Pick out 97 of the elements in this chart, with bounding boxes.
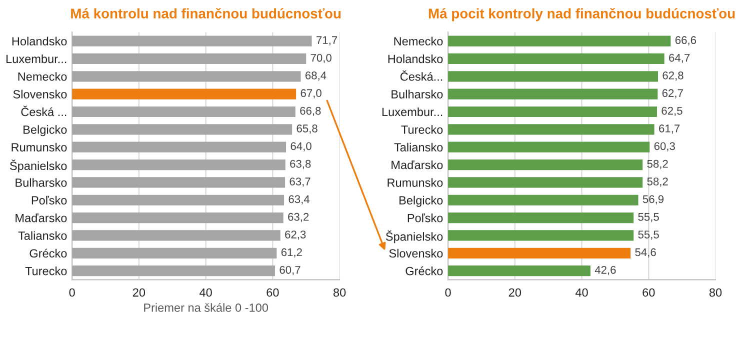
y-tick-label: Poľsko (408, 213, 443, 222)
y-tick-label: Španielsko (10, 160, 67, 172)
bar (72, 177, 286, 188)
y-tick-label: Belgicko (400, 196, 443, 207)
data-label: 56,9 (642, 195, 664, 204)
bar (448, 36, 671, 46)
data-label: 65,8 (296, 124, 318, 134)
bar (448, 266, 590, 276)
data-label: 61,2 (281, 248, 302, 258)
x-tick-label: 40 (575, 288, 588, 297)
data-label: 64,0 (290, 142, 312, 152)
bar (72, 36, 312, 46)
y-tick-label: Maďarsko (16, 213, 67, 222)
y-tick-label: Česká ... (21, 106, 66, 116)
data-label: 58,2 (647, 178, 668, 187)
x-tick-label: 20 (508, 288, 522, 297)
data-label: 55,5 (638, 230, 659, 240)
y-tick-label: Grécko (406, 266, 443, 276)
x-tick-label: 80 (334, 288, 346, 297)
bar (72, 53, 306, 64)
bar (448, 71, 658, 82)
data-label: 66,8 (300, 106, 321, 116)
bar (448, 53, 664, 64)
chart-title: Má kontrolu nad finančnou budúcnosťou (71, 8, 341, 18)
bar (448, 177, 643, 188)
bar (448, 248, 631, 258)
bar (448, 88, 658, 100)
bar (72, 88, 296, 100)
chart-title: Má pocit kontroly nad finančnou budúcnosťou (428, 8, 735, 22)
y-tick-label: Rumunsko (388, 178, 443, 187)
bar (448, 212, 634, 224)
y-tick-label: Belgicko (24, 125, 67, 136)
y-tick-label: Luxembur... (382, 107, 442, 116)
x-tick-label: 20 (132, 288, 146, 297)
x-tick-label: 60 (266, 288, 279, 297)
data-label: 66,6 (675, 36, 696, 46)
y-tick-label: Taliansko (394, 142, 443, 152)
y-tick-label: Holandsko (388, 54, 443, 64)
bar (72, 230, 280, 241)
data-label: 68,4 (305, 72, 326, 81)
y-tick-label: Luxembur... (6, 54, 66, 64)
bar (72, 248, 277, 258)
data-label: 62,8 (662, 72, 684, 81)
x-tick-label: 0 (69, 288, 75, 297)
y-tick-label: Poľsko (32, 196, 67, 205)
bar (72, 266, 276, 276)
y-tick-label: Maďarsko (392, 160, 443, 170)
x-tick-label: 80 (709, 288, 722, 297)
data-label: 67,0 (300, 89, 322, 98)
y-tick-label: Španielsko (386, 230, 443, 244)
bar (72, 194, 284, 206)
y-tick-label: Slovensko (13, 90, 67, 98)
y-tick-label: Bulharsko (16, 178, 67, 187)
y-tick-label: Turecko (25, 266, 67, 276)
x-tick-label: 60 (642, 288, 655, 297)
data-label: 62,5 (662, 106, 682, 116)
data-label: 63,8 (290, 160, 311, 170)
data-label: 64,7 (669, 54, 690, 64)
bar (448, 142, 650, 152)
data-label: 61,7 (659, 124, 680, 134)
data-label: 70,0 (310, 54, 332, 64)
y-tick-label: Nemecko (394, 36, 443, 46)
x-tick-label: 40 (200, 288, 212, 297)
data-label: 60,3 (654, 142, 675, 152)
bar (72, 124, 292, 135)
bar (448, 230, 634, 241)
x-axis-title: Priemer na škále 0 -100 (144, 303, 268, 312)
data-label: 71,7 (316, 36, 338, 46)
bar (72, 106, 296, 118)
data-label: 42,6 (594, 266, 616, 276)
x-tick-label: 0 (445, 288, 451, 297)
y-tick-label: Turecko (401, 125, 443, 134)
data-label: 55,5 (638, 213, 659, 222)
y-tick-label: Rumunsko (12, 142, 67, 152)
y-tick-label: Grécko (30, 248, 67, 258)
bar (448, 124, 654, 135)
bar (448, 159, 643, 170)
bar (72, 71, 301, 82)
data-label: 58,2 (647, 160, 668, 170)
data-label: 63,4 (288, 195, 310, 204)
bar (72, 212, 284, 224)
y-tick-label: Nemecko (18, 72, 67, 81)
bar (72, 159, 286, 170)
data-label: 62,7 (662, 89, 683, 98)
y-tick-label: Česká... (400, 70, 442, 81)
y-tick-label: Holandsko (12, 36, 67, 46)
data-label: 63,2 (288, 212, 309, 222)
data-label: 54,6 (635, 248, 656, 258)
bar (448, 106, 657, 118)
data-label: 62,3 (285, 230, 306, 240)
y-tick-label: Taliansko (18, 231, 67, 240)
bar (448, 194, 638, 206)
bar (72, 142, 286, 152)
data-label: 63,7 (290, 178, 310, 187)
y-tick-label: Slovensko (389, 248, 443, 258)
y-tick-label: Bulharsko (392, 90, 443, 98)
data-label: 60,7 (280, 266, 300, 276)
